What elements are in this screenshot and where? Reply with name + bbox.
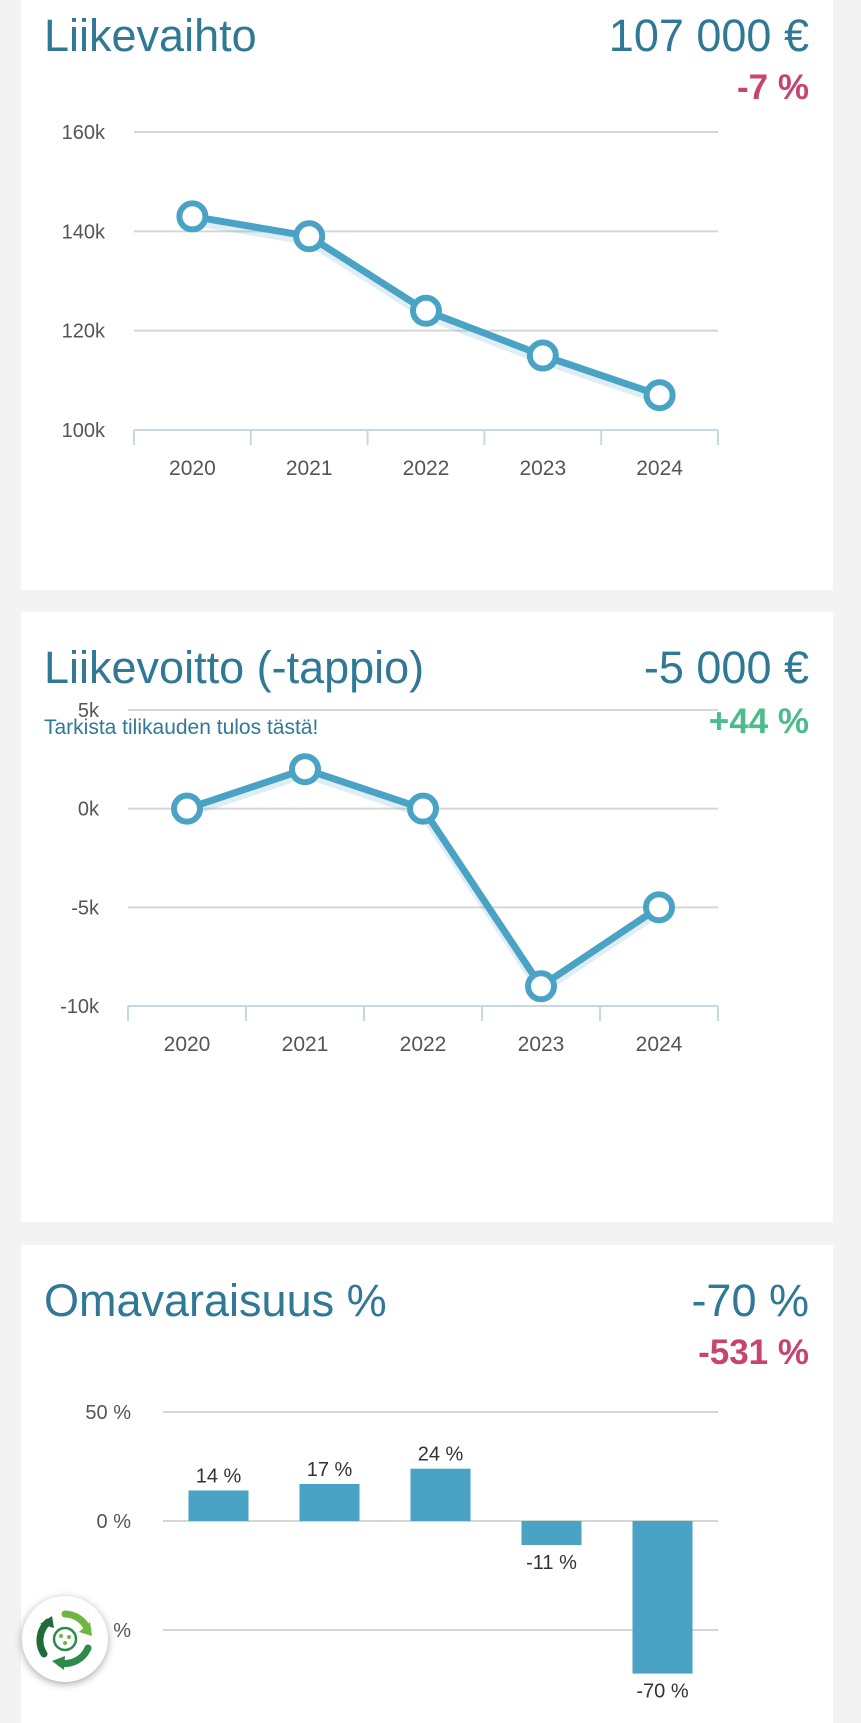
y-tick-label: -10k	[60, 996, 100, 1018]
y-tick-label: 50 %	[85, 1402, 131, 1424]
ebit-check-link[interactable]: Tarkista tilikauden tulos tästä!	[44, 716, 319, 739]
revenue-card: Liikevaihto 107 000 € -7 % 100k 120k 140k 1…	[21, 0, 833, 590]
equity-chart: % 0 % 50 % 14 % 17 % 24 % -11 % -70 %	[85, 1402, 718, 1703]
recycle-logo-icon	[36, 1610, 92, 1670]
bar-value-label: 24 %	[418, 1444, 464, 1466]
data-point[interactable]	[171, 792, 203, 825]
ebit-title: Liikevoitto (-tappio)	[44, 642, 425, 693]
y-tick-label: 0k	[78, 799, 100, 821]
revenue-title: Liikevaihto	[44, 10, 257, 61]
y-tick-label: -5k	[71, 897, 100, 919]
y-tick-label: %	[113, 1620, 131, 1642]
data-point[interactable]	[293, 220, 326, 253]
bar-value-label: 14 %	[196, 1465, 242, 1487]
data-point[interactable]	[410, 294, 442, 327]
bar-value-label: -11 %	[526, 1552, 577, 1574]
x-tick-label: 2023	[518, 1033, 565, 1056]
x-tick-label: 2021	[282, 1033, 329, 1056]
bar-value-label: -70 %	[636, 1681, 688, 1703]
data-point[interactable]	[289, 753, 321, 786]
revenue-chart: 100k 120k 140k 160k 2020 2021 2022 2023 2024	[62, 122, 719, 480]
y-tick-label: 120k	[62, 321, 106, 343]
revenue-change: -7 %	[737, 68, 809, 107]
bar[interactable]	[410, 1468, 471, 1521]
y-tick-label: 160k	[62, 122, 106, 144]
revenue-value: 107 000 €	[608, 10, 809, 61]
data-point[interactable]	[176, 200, 209, 233]
bar-value-label: 17 %	[307, 1459, 353, 1481]
ebit-value: -5 000 €	[643, 642, 809, 693]
bar[interactable]	[521, 1521, 582, 1545]
equity-change: -531 %	[698, 1333, 809, 1372]
x-tick-label: 2021	[286, 457, 333, 480]
x-tick-label: 2024	[636, 1033, 683, 1056]
y-tick-label: 0 %	[97, 1511, 132, 1533]
x-tick-label: 2024	[636, 457, 683, 480]
bar[interactable]	[188, 1490, 249, 1521]
data-point[interactable]	[407, 792, 439, 825]
y-tick-label: 100k	[62, 420, 106, 442]
x-tick-label: 2020	[164, 1033, 211, 1056]
bar[interactable]	[632, 1521, 693, 1674]
x-tick-label: 2022	[403, 457, 450, 480]
equity-value: -70 %	[691, 1275, 809, 1326]
equity-title: Omavaraisuus %	[44, 1275, 387, 1326]
x-tick-label: 2022	[400, 1033, 447, 1056]
y-tick-label: 5k	[78, 700, 100, 722]
bar[interactable]	[299, 1483, 360, 1521]
data-point[interactable]	[643, 379, 676, 412]
data-point[interactable]	[526, 339, 559, 372]
ebit-change: +44 %	[708, 702, 809, 741]
data-point[interactable]	[643, 891, 675, 924]
x-tick-label: 2020	[169, 457, 216, 480]
ebit-card: Liikevoitto (-tappio) -5 000 € Tarkista …	[21, 612, 833, 1222]
ebit-chart: -10k -5k 0k 5k 2020 2021 2022 2023 2024	[60, 700, 719, 1056]
app-logo-button[interactable]	[22, 1596, 108, 1682]
y-tick-label: 140k	[62, 221, 106, 243]
data-point[interactable]	[525, 970, 557, 1003]
equity-card: Omavaraisuus % -70 % -531 % % 0 % 50 % 14 %…	[21, 1245, 833, 1723]
x-tick-label: 2023	[519, 457, 566, 480]
